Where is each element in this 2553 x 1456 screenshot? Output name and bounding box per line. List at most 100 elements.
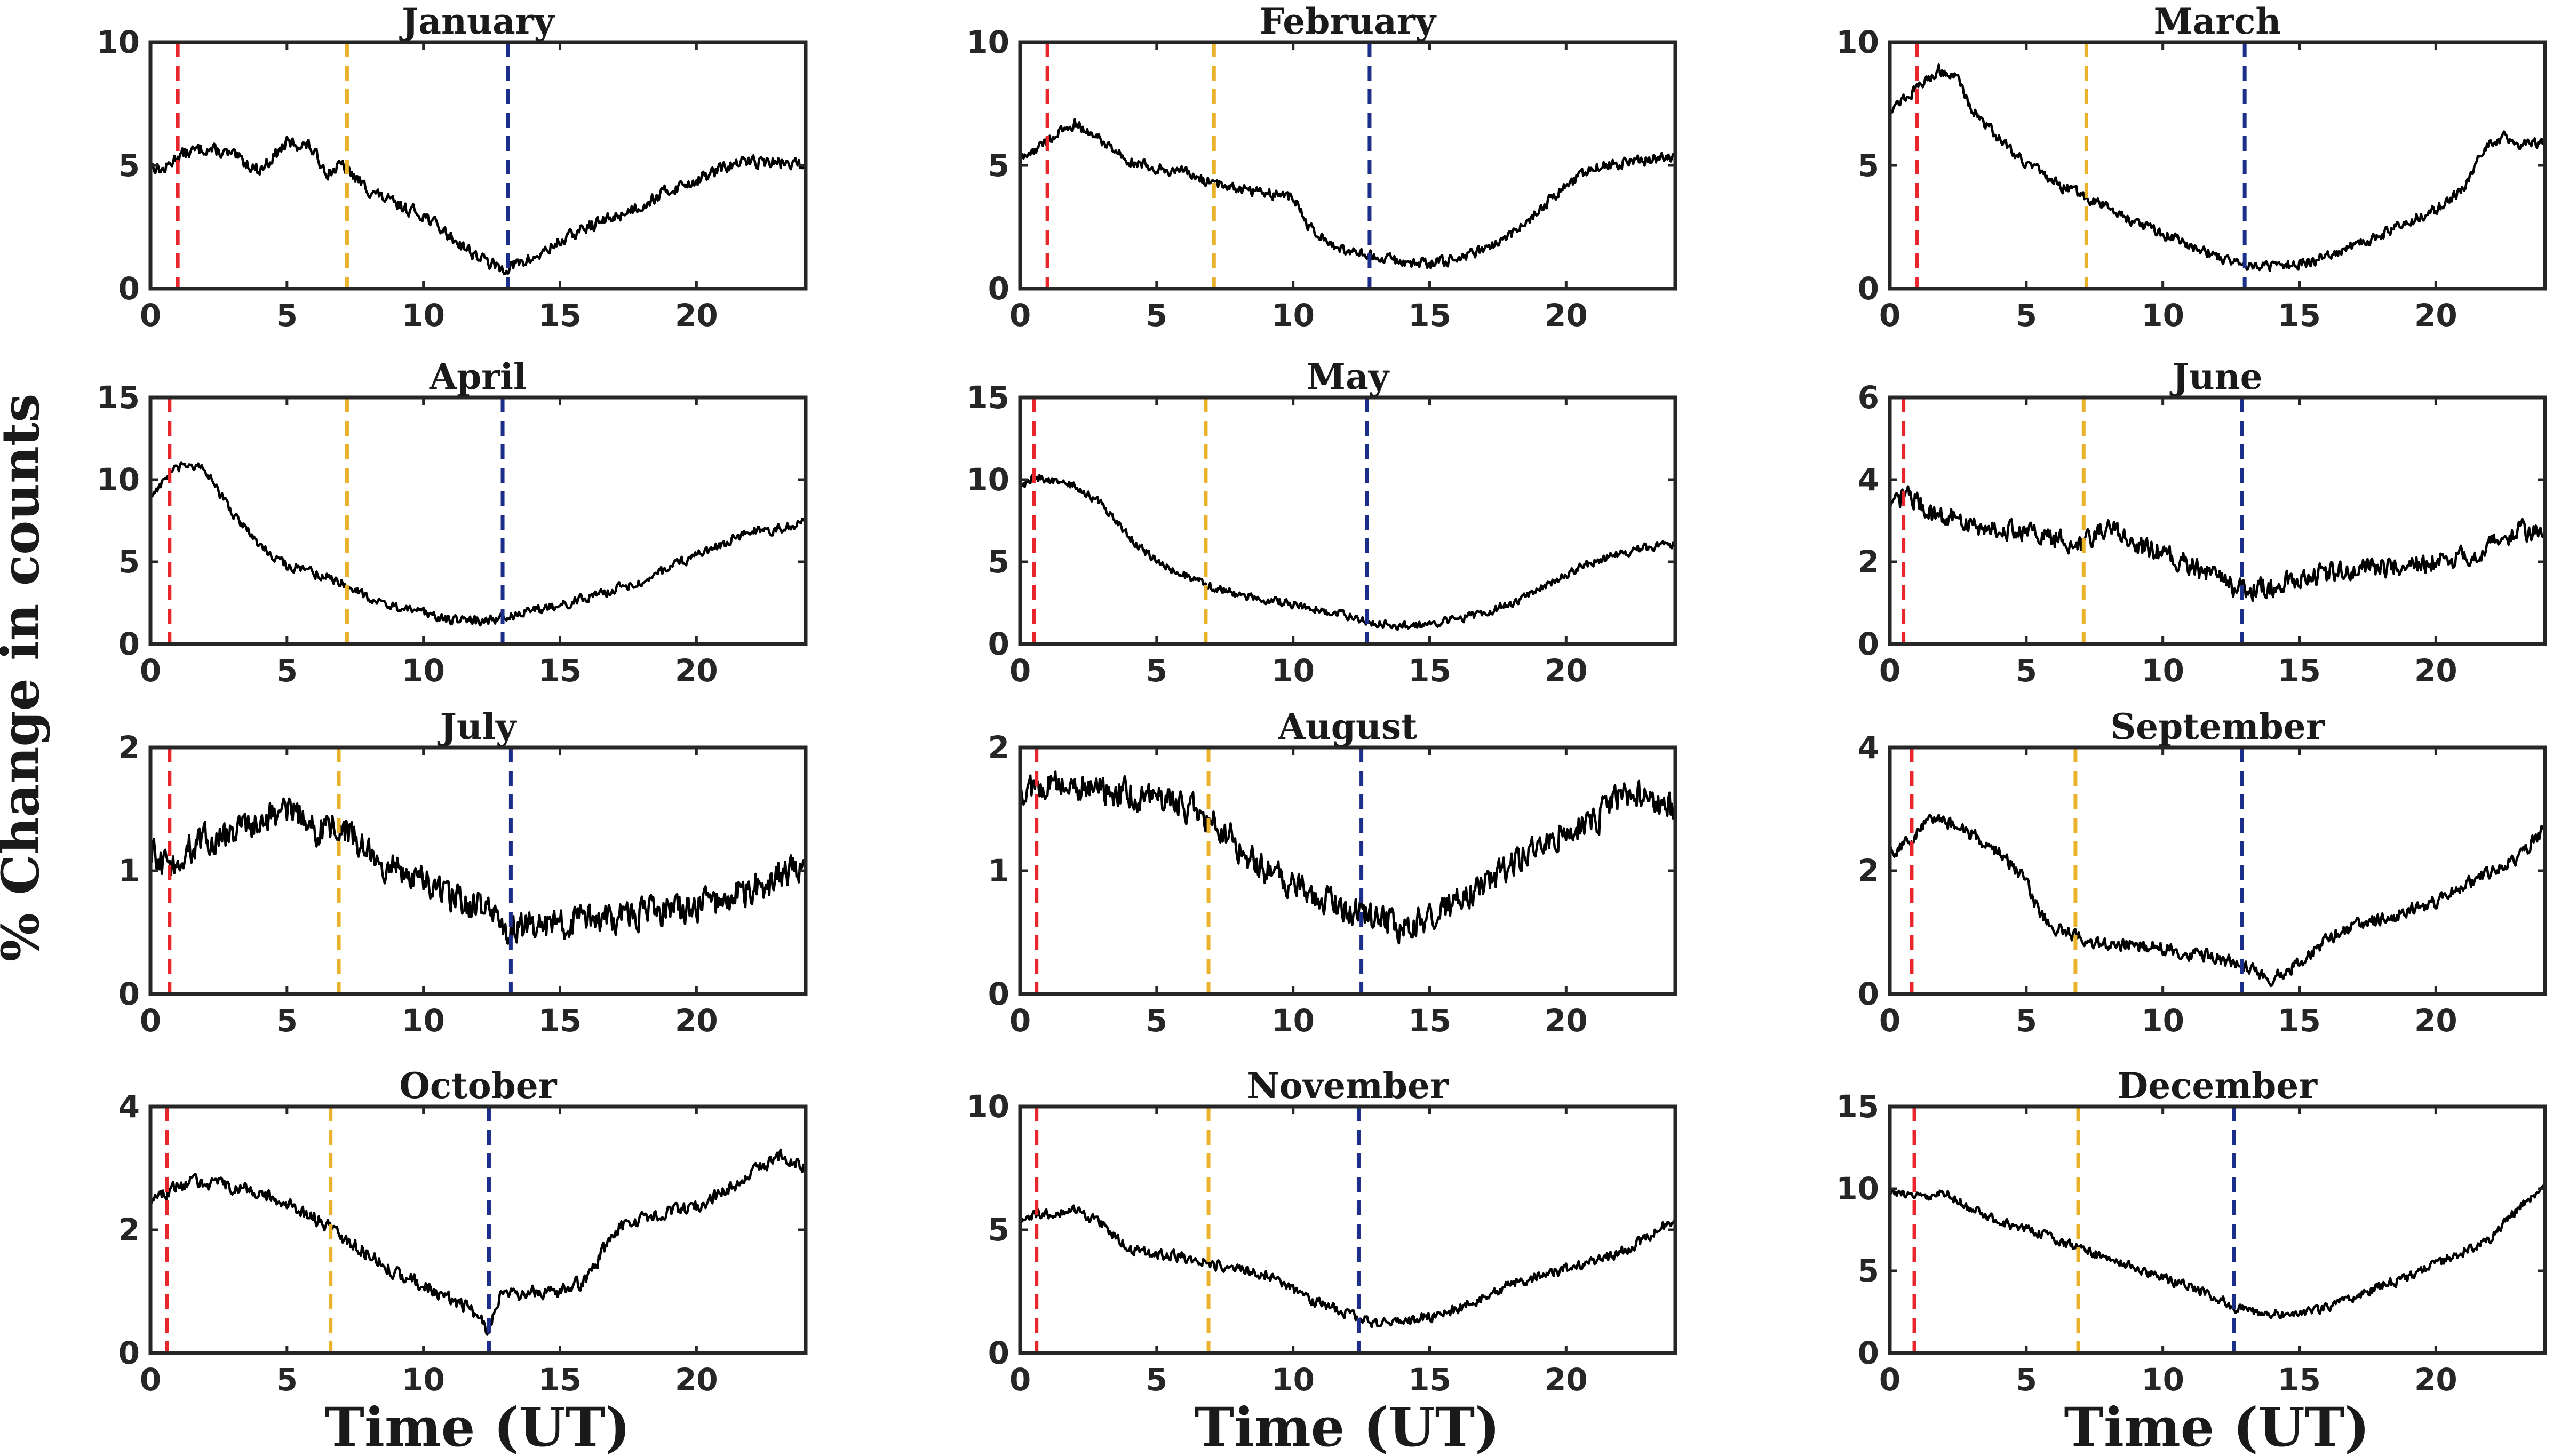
- axes-box-may: [1018, 395, 1677, 646]
- x-tick-label: 15: [538, 1362, 582, 1398]
- y-tick-label: 1: [118, 853, 140, 889]
- panel-august: August 0 5 10 15 20 0 1 2: [988, 706, 1677, 1039]
- data-line-november: [1020, 1204, 1675, 1328]
- y-tick-label: 15: [1836, 1088, 1879, 1125]
- data-line-july: [150, 797, 806, 946]
- y-tick-label: 4: [1858, 729, 1879, 766]
- panel-december: December 0 5 10 15 20 0 5 10 15: [1836, 1065, 2547, 1398]
- y-tick-label: 4: [1858, 462, 1879, 498]
- x-tick-label: 5: [276, 1362, 298, 1398]
- panel-may: May 0 5 10 15 20 0 5 10 15: [966, 356, 1677, 689]
- x-tick-label: 10: [1271, 1003, 1315, 1039]
- y-tick-label: 5: [988, 544, 1009, 580]
- x-tick-label: 15: [1408, 1003, 1451, 1039]
- y-tick-label: 0: [988, 626, 1009, 662]
- x-tick-label: 15: [2278, 653, 2321, 689]
- x-tick-label: 20: [2414, 653, 2457, 689]
- y-tick-label: 0: [118, 270, 140, 307]
- y-tick-label: 15: [966, 379, 1009, 416]
- x-tick-label: 20: [1545, 297, 1588, 333]
- x-tick-label: 5: [1146, 653, 1167, 689]
- x-tick-label: 0: [1009, 653, 1031, 689]
- x-tick-label: 20: [675, 653, 718, 689]
- y-tick-label: 0: [1858, 1335, 1879, 1371]
- data-line-march: [1890, 63, 2545, 272]
- y-tick-label: 5: [1858, 147, 1879, 184]
- y-tick-label: 10: [1836, 24, 1879, 60]
- panel-title-may: May: [1307, 356, 1390, 397]
- panel-january: January 0 5 10 15 20 0 5 10: [97, 1, 808, 333]
- panel-title-november: November: [1247, 1065, 1449, 1107]
- x-tick-label: 20: [675, 297, 718, 333]
- x-tick-label: 0: [140, 297, 161, 333]
- panel-november: November 0 5 10 15 20 0 5 10: [966, 1065, 1677, 1398]
- y-tick-label: 0: [1858, 270, 1879, 307]
- x-tick-label: 0: [1879, 297, 1900, 333]
- x-tick-label: 0: [140, 1362, 161, 1398]
- y-tick-label: 4: [118, 1088, 140, 1125]
- y-tick-label: 2: [1858, 853, 1879, 889]
- x-tick-label: 5: [1146, 1362, 1167, 1398]
- x-tick-label: 20: [2414, 1362, 2457, 1398]
- x-tick-label: 10: [402, 1003, 445, 1039]
- x-tick-label: 20: [1545, 653, 1588, 689]
- y-tick-label: 0: [988, 976, 1009, 1012]
- x-tick-label: 5: [1146, 297, 1167, 333]
- x-tick-label: 10: [402, 297, 445, 333]
- x-tick-label: 0: [1009, 297, 1031, 333]
- panel-june: June 0 5 10 15 20 0 2 4 6: [1858, 356, 2547, 689]
- x-tick-label: 15: [538, 297, 582, 333]
- panel-title-march: March: [2154, 1, 2281, 42]
- data-line-june: [1890, 485, 2545, 602]
- y-tick-label: 10: [966, 1088, 1009, 1125]
- x-tick-label: 15: [2278, 297, 2321, 333]
- x-tick-label: 10: [2141, 1003, 2184, 1039]
- x-tick-label: 0: [140, 653, 161, 689]
- panel-september: September 0 5 10 15 20 0 2 4: [1858, 706, 2547, 1039]
- x-tick-label: 15: [1408, 653, 1451, 689]
- y-tick-label: 6: [1858, 379, 1879, 416]
- panel-october: October 0 5 10 15 20 0 2 4: [118, 1065, 808, 1398]
- x-tick-label: 10: [2141, 653, 2184, 689]
- y-tick-label: 0: [1858, 976, 1879, 1012]
- x-tick-label: 15: [2278, 1003, 2321, 1039]
- x-tick-label: 0: [1879, 653, 1900, 689]
- panel-title-december: December: [2118, 1065, 2318, 1107]
- panel-march: March 0 5 10 15 20 0 5 10: [1836, 1, 2547, 333]
- x-tick-label: 5: [2016, 1003, 2037, 1039]
- x-tick-label: 15: [1408, 297, 1451, 333]
- y-tick-label: 5: [1858, 1253, 1879, 1289]
- x-tick-label: 0: [1009, 1362, 1031, 1398]
- x-tick-label: 0: [1009, 1003, 1031, 1039]
- y-tick-label: 5: [988, 1212, 1009, 1248]
- x-tick-label: 10: [402, 653, 445, 689]
- x-tick-label: 0: [1879, 1362, 1900, 1398]
- y-tick-label: 0: [118, 626, 140, 662]
- x-tick-label: 5: [2016, 653, 2037, 689]
- x-tick-label: 20: [675, 1362, 718, 1398]
- y-tick-label: 0: [1858, 626, 1879, 662]
- x-tick-label: 10: [1271, 297, 1315, 333]
- y-tick-label: 2: [118, 729, 140, 766]
- axes-box-november: [1018, 1104, 1677, 1355]
- x-tick-label: 10: [1271, 1362, 1315, 1398]
- x-tick-label: 5: [276, 297, 298, 333]
- x-tick-label: 15: [538, 1003, 582, 1039]
- panel-title-august: August: [1278, 706, 1418, 747]
- x-tick-label: 10: [2141, 1362, 2184, 1398]
- x-axis-label-col1: Time (UT): [325, 1396, 631, 1456]
- panel-title-october: October: [399, 1065, 557, 1107]
- data-line-december: [1890, 1184, 2545, 1320]
- y-tick-label: 1: [988, 853, 1009, 889]
- x-tick-label: 10: [402, 1362, 445, 1398]
- panel-title-january: January: [399, 1, 555, 42]
- panel-february: February 0 5 10 15 20 0 5 10: [966, 1, 1677, 333]
- x-tick-label: 20: [2414, 1003, 2457, 1039]
- y-tick-label: 10: [966, 462, 1009, 498]
- y-tick-label: 0: [988, 1335, 1009, 1371]
- x-tick-label: 20: [1545, 1362, 1588, 1398]
- x-tick-label: 0: [1879, 1003, 1900, 1039]
- x-tick-label: 5: [2016, 297, 2037, 333]
- data-line-april: [150, 461, 806, 627]
